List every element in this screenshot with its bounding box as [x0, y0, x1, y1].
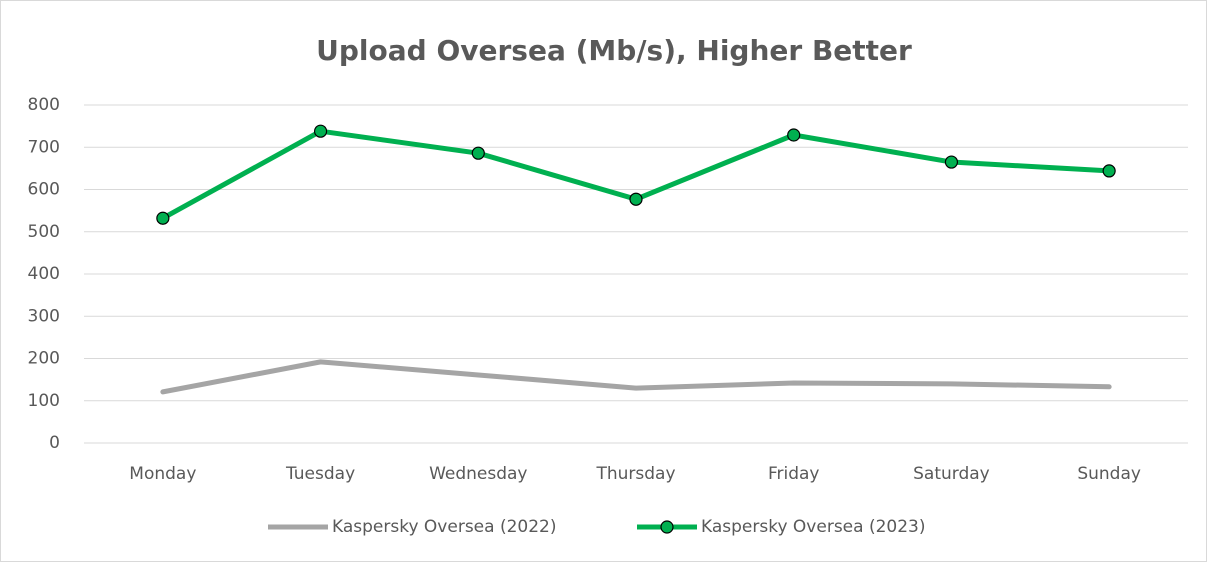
marker: [787, 128, 801, 142]
marker: [471, 146, 485, 160]
y-tick-label: 300: [28, 306, 60, 326]
x-tick-label: Tuesday: [285, 464, 355, 484]
chart-title: Upload Oversea (Mb/s), Higher Better: [316, 34, 912, 67]
y-tick-label: 0: [49, 433, 60, 453]
marker: [156, 211, 170, 225]
y-tick-label: 100: [28, 391, 60, 411]
x-tick-label: Monday: [129, 464, 196, 484]
y-tick-label: 600: [28, 180, 60, 200]
y-tick-label: 400: [28, 264, 60, 284]
legend-label: Kaspersky Oversea (2023): [701, 517, 925, 537]
y-tick-label: 700: [28, 137, 60, 157]
x-tick-label: Sunday: [1077, 464, 1141, 484]
marker: [944, 155, 959, 169]
x-tick-label: Thursday: [595, 464, 675, 484]
y-tick-label: 800: [28, 95, 60, 115]
x-tick-label: Wednesday: [429, 464, 527, 484]
x-tick-label: Friday: [768, 464, 820, 484]
series-line: [160, 359, 1112, 395]
marker: [1102, 164, 1116, 178]
marker: [313, 124, 328, 138]
y-tick-label: 500: [28, 222, 60, 242]
legend-marker: [660, 520, 674, 534]
marker: [629, 192, 643, 206]
x-tick-label: Saturday: [913, 464, 990, 484]
y-tick-label: 200: [28, 349, 60, 369]
legend-label: Kaspersky Oversea (2022): [332, 517, 556, 537]
